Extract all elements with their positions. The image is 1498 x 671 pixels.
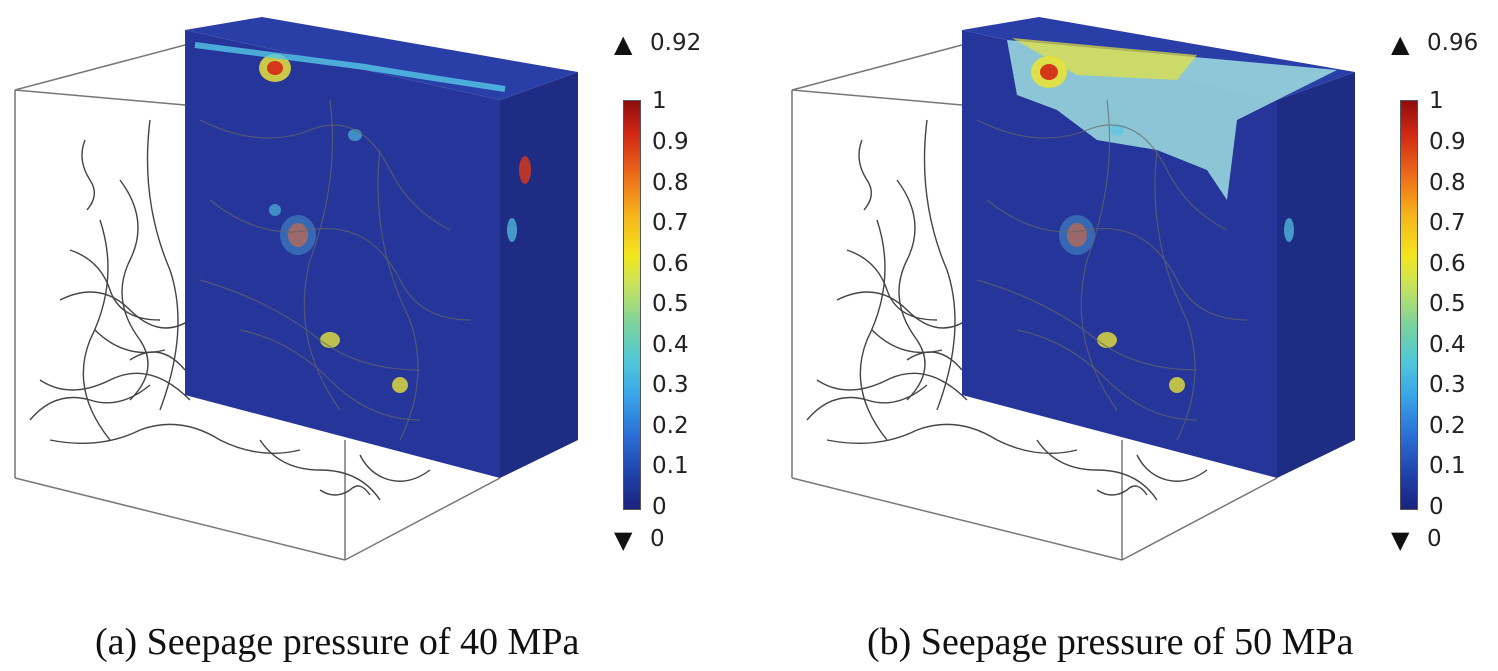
colorbar-tick-label: 0.5 bbox=[1429, 291, 1466, 317]
colorbar-tick-label: 0.4 bbox=[652, 332, 689, 358]
colorbar-tick-label: 0.2 bbox=[652, 413, 689, 439]
colorbar-tick-label: 0.1 bbox=[1429, 453, 1466, 479]
colorbar-tick-label: 0.9 bbox=[652, 129, 689, 155]
panel-b: ▲ 0.96 1 0.9 0.8 0.7 0.6 0.5 0.4 0.3 0.2… bbox=[777, 0, 1498, 671]
fracture-network bbox=[29, 119, 431, 501]
colorbar-tick-label: 0.1 bbox=[652, 453, 689, 479]
panel-a: ▲ 0.92 1 0.9 0.8 0.7 0.6 0.5 0.4 0.3 0.2… bbox=[14, 17, 702, 663]
colorbar-tick-label: 0.4 bbox=[1429, 332, 1466, 358]
colorbar-tick-label: 0.6 bbox=[652, 251, 689, 277]
colorbar-tick-label: 0 bbox=[1429, 494, 1444, 520]
colorbar-tick-label: 0.3 bbox=[652, 372, 689, 398]
colorbar bbox=[1400, 100, 1418, 510]
block-front-face bbox=[185, 30, 500, 478]
min-value-label: 0 bbox=[650, 526, 665, 552]
min-value-label: 0 bbox=[1427, 526, 1442, 552]
panel-caption: (a) Seepage pressure of 40 MPa bbox=[95, 621, 580, 663]
colorbar-tick-label: 0.8 bbox=[1429, 170, 1466, 196]
wireframe-box bbox=[14, 44, 501, 561]
max-value-label: 0.92 bbox=[650, 30, 702, 56]
block-side-face bbox=[500, 72, 578, 478]
colorbar-tick-label: 1 bbox=[652, 88, 667, 114]
min-marker-icon: ▼ bbox=[614, 526, 633, 554]
fracture-network bbox=[806, 119, 1208, 501]
block-top-face bbox=[185, 17, 578, 100]
panel-caption: (b) Seepage pressure of 50 MPa bbox=[867, 621, 1354, 663]
min-marker-icon: ▼ bbox=[1391, 526, 1410, 554]
colorbar-tick-label: 0.3 bbox=[1429, 372, 1466, 398]
colorbar-tick-label: 1 bbox=[1429, 88, 1444, 114]
face-fractures bbox=[976, 99, 1248, 441]
colorbar-tick-label: 0.5 bbox=[652, 291, 689, 317]
max-value-label: 0.96 bbox=[1427, 30, 1479, 56]
colorbar-tick-label: 0.7 bbox=[652, 210, 689, 236]
colorbar bbox=[623, 100, 641, 510]
colorbar-tick-label: 0 bbox=[652, 494, 667, 520]
max-marker-icon: ▲ bbox=[614, 30, 633, 58]
panel-a-3d-model bbox=[14, 17, 578, 561]
colorbar-tick-label: 0.8 bbox=[652, 170, 689, 196]
colorbar-tick-label: 0.9 bbox=[1429, 129, 1466, 155]
block-side-face bbox=[1277, 72, 1355, 478]
face-fractures bbox=[199, 99, 471, 441]
seepage-highlights bbox=[1007, 38, 1337, 393]
colorbar-tick-label: 0.2 bbox=[1429, 413, 1466, 439]
panel-b-3d-model bbox=[791, 17, 1355, 561]
colorbar-tick-label: 0.6 bbox=[1429, 251, 1466, 277]
seepage-highlights bbox=[194, 42, 531, 393]
colorbar-tick-label: 0.7 bbox=[1429, 210, 1466, 236]
wireframe-box bbox=[791, 44, 1278, 561]
max-marker-icon: ▲ bbox=[1391, 30, 1410, 58]
